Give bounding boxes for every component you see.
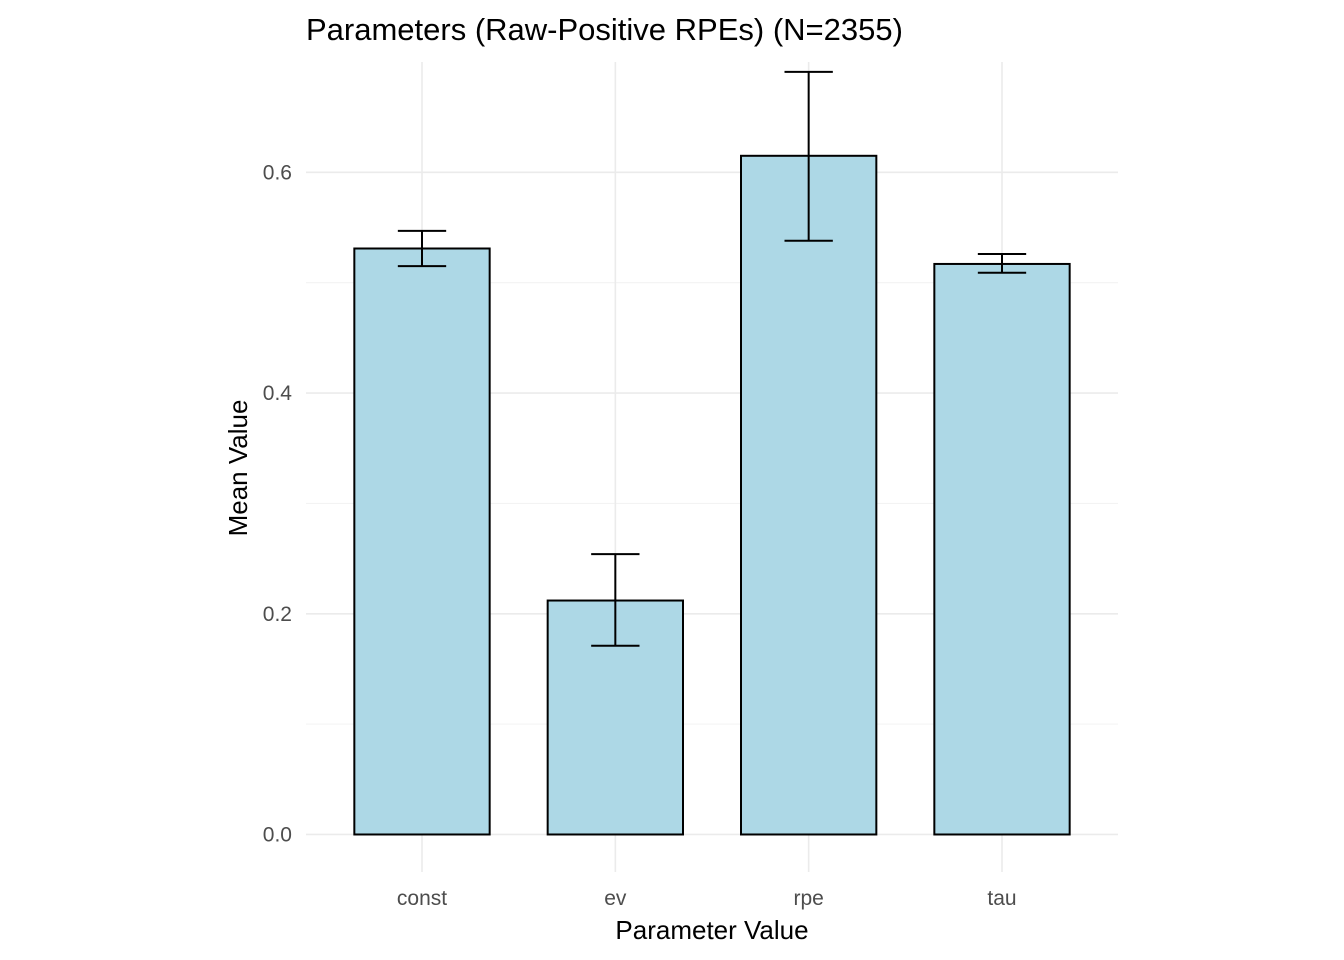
- x-axis-title: Parameter Value: [615, 915, 808, 945]
- y-tick-label: 0.6: [263, 161, 292, 184]
- bar-const: [353, 247, 491, 836]
- x-tick-label-rpe: rpe: [793, 887, 823, 910]
- error-bar-ev: [591, 553, 640, 647]
- x-axis-ticks: const ev rpe tau: [397, 887, 1017, 910]
- y-axis-ticks: 0.0 0.2 0.4 0.6: [263, 161, 293, 846]
- error-bar-rpe: [784, 70, 833, 242]
- x-tick-label-tau: tau: [987, 887, 1016, 910]
- chart-title: Parameters (Raw-Positive RPEs) (N=2355): [306, 12, 903, 47]
- error-bar-const: [397, 229, 447, 268]
- bar-tau: [933, 262, 1071, 836]
- x-tick-label-const: const: [397, 887, 447, 910]
- bar-rpe: [740, 154, 878, 836]
- error-bars: [397, 70, 1027, 647]
- y-tick-label: 0.2: [263, 603, 292, 626]
- error-bar-tau: [977, 253, 1027, 274]
- y-tick-label: 0.0: [263, 823, 292, 846]
- y-tick-label: 0.4: [263, 382, 293, 405]
- x-tick-label-ev: ev: [604, 887, 627, 910]
- y-axis-title: Mean Value: [223, 400, 253, 537]
- bars: [353, 154, 1071, 836]
